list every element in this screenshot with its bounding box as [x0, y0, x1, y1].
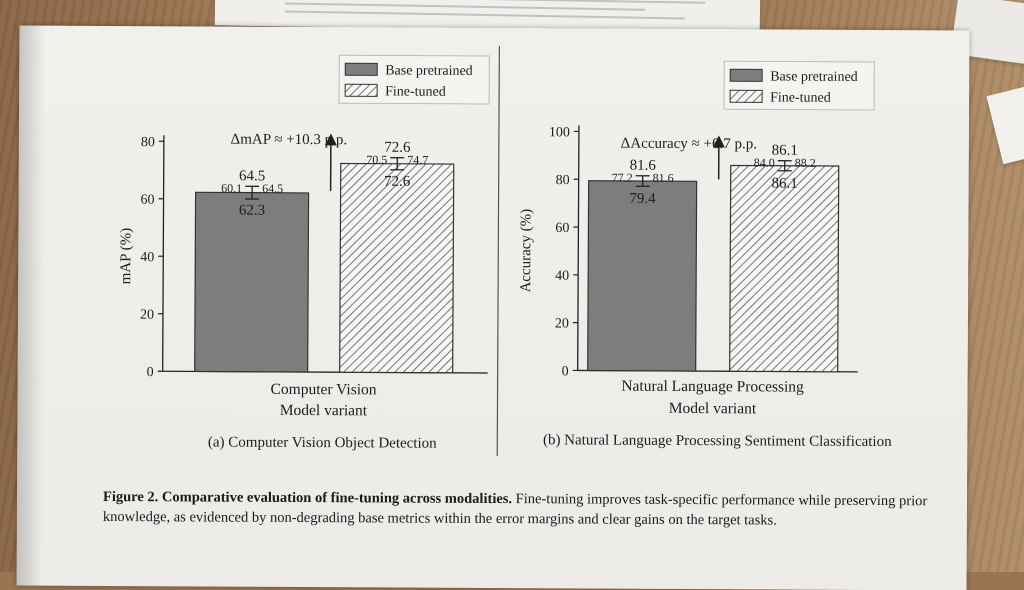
bar-label-center: 79.4 — [629, 191, 656, 207]
delta-annotation: ΔAccuracy ≈ +6.7 p.p. — [621, 136, 757, 153]
bar-label-right: 88.2 — [795, 156, 816, 170]
y-tick-label: 60 — [555, 221, 569, 236]
bar — [730, 165, 839, 371]
y-tick-label: 20 — [140, 308, 154, 323]
x-axis-label: Model variant — [280, 402, 368, 419]
bar-label-left: 70.5 — [366, 153, 387, 167]
y-tick-label: 80 — [141, 135, 155, 150]
y-axis-label: Accuracy (%) — [518, 209, 534, 293]
legend-swatch — [730, 69, 762, 81]
y-tick-label: 0 — [562, 364, 569, 379]
y-tick-label: 100 — [549, 125, 570, 140]
panel-divider — [497, 46, 499, 456]
x-category-label: Computer Vision — [271, 381, 377, 399]
caption-lead: Figure 2. Comparative evaluation of fine… — [103, 489, 512, 507]
bar-label-right: 64.5 — [262, 181, 283, 195]
bar-label-center: 72.6 — [384, 174, 411, 190]
legend-label: Fine-tuned — [770, 90, 831, 105]
figure-caption: Figure 2. Comparative evaluation of fine… — [103, 487, 938, 531]
y-axis — [578, 125, 579, 370]
y-tick-label: 0 — [147, 365, 154, 380]
y-tick-label: 80 — [556, 173, 570, 188]
legend-label: Fine-tuned — [385, 84, 446, 99]
x-axis-label: Model variant — [669, 400, 757, 417]
legend-swatch — [345, 63, 377, 75]
x-category-label: Natural Language Processing — [621, 378, 804, 396]
legend-swatch — [345, 84, 377, 96]
bar — [588, 181, 697, 371]
legend: Base pretrained Fine-tuned — [339, 55, 489, 104]
panel-title: (b) Natural Language Processing Sentimen… — [543, 432, 892, 450]
legend: Base pretrained Fine-tuned — [724, 61, 874, 110]
y-tick-label: 40 — [555, 269, 569, 284]
bar-label-center: 62.3 — [239, 203, 265, 219]
y-tick-label: 60 — [141, 193, 155, 208]
y-axis-label: mAP (%) — [118, 228, 134, 285]
bar — [340, 163, 454, 372]
bar — [195, 192, 309, 372]
legend-label: Base pretrained — [385, 63, 473, 78]
bar-label-center: 86.1 — [771, 176, 797, 192]
bar-label-right: 81.6 — [653, 171, 674, 185]
bar-label-left: 77.2 — [612, 171, 633, 185]
delta-annotation: ΔmAP ≈ +10.3 p.p. — [231, 132, 348, 149]
bar-label-right: 74.7 — [407, 153, 428, 167]
panel-title: (a) Computer Vision Object Detection — [208, 435, 437, 452]
bar-label-left: 60.1 — [221, 181, 242, 195]
legend-swatch — [730, 90, 762, 102]
legend-label: Base pretrained — [770, 69, 858, 84]
bar-label-left: 84.0 — [754, 156, 775, 170]
y-axis — [163, 135, 164, 371]
y-tick-label: 40 — [140, 250, 154, 265]
y-tick-label: 20 — [555, 317, 569, 332]
